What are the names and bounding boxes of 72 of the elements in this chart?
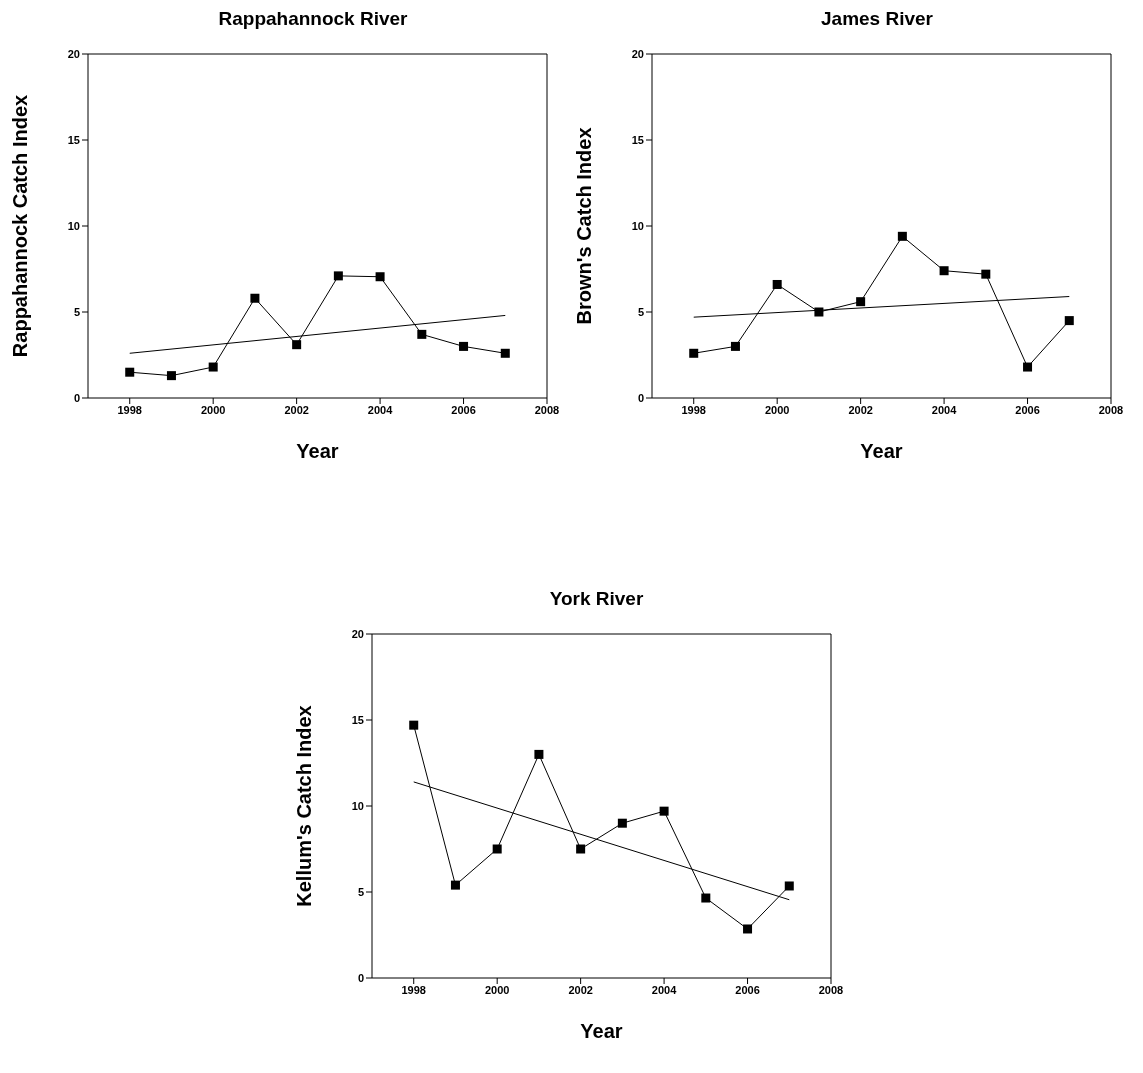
y-tick-label: 10 — [351, 799, 364, 812]
x-tick-label: 2006 — [1015, 403, 1040, 416]
x-tick-label: 2000 — [764, 403, 790, 416]
y-tick-label: 0 — [73, 391, 80, 404]
point — [981, 269, 991, 279]
point — [814, 307, 824, 317]
point — [375, 272, 385, 282]
x-tick-label: 2006 — [734, 983, 760, 996]
point — [333, 271, 343, 281]
x-tick-label: 1998 — [681, 403, 706, 416]
x-tick-label: 2008 — [534, 403, 560, 416]
point — [533, 749, 543, 759]
y-tick-label: 20 — [351, 627, 364, 640]
x-tick-label: 1998 — [400, 983, 426, 996]
x-tick-label: 2004 — [367, 403, 394, 416]
y-tick-label: 10 — [631, 219, 644, 232]
point — [459, 341, 469, 351]
y-tick-label: 5 — [357, 885, 364, 898]
y-tick-label: 15 — [631, 133, 644, 146]
x-tick-label: 2002 — [284, 403, 309, 416]
y-tick-label: 15 — [67, 133, 80, 146]
y-tick-label: 20 — [67, 47, 80, 60]
y-tick-label: 0 — [637, 391, 644, 404]
x-tick-label: 2000 — [200, 403, 226, 416]
x-tick-label: 2006 — [451, 403, 476, 416]
point — [292, 340, 302, 350]
chart-title: James River — [820, 8, 934, 31]
y-axis-title: Brown's Catch Index — [573, 127, 596, 325]
y-axis-title: Kellum's Catch Index — [292, 705, 315, 907]
point — [939, 266, 949, 276]
x-tick-label: 1998 — [117, 403, 142, 416]
point — [417, 329, 427, 339]
point — [500, 348, 510, 358]
x-axis-title: Year — [579, 1020, 623, 1042]
point — [208, 362, 218, 372]
x-tick-label: 2004 — [651, 983, 677, 996]
x-tick-label: 2002 — [848, 403, 873, 416]
point — [897, 231, 907, 241]
x-axis-title: Year — [860, 440, 903, 462]
point — [772, 279, 782, 289]
y-tick-label: 10 — [67, 219, 80, 232]
point — [784, 881, 794, 891]
x-tick-label: 2008 — [1098, 403, 1124, 416]
y-tick-label: 15 — [351, 713, 364, 726]
point — [730, 341, 740, 351]
y-axis-title: Rappahannock Catch Index — [9, 94, 32, 358]
point — [408, 720, 418, 730]
y-tick-label: 20 — [631, 47, 644, 60]
point — [1023, 362, 1033, 372]
x-tick-label: 2002 — [567, 983, 593, 996]
point — [492, 844, 502, 854]
point — [575, 844, 585, 854]
point — [856, 297, 866, 307]
chart-title: Rappahannock River — [217, 8, 409, 31]
x-axis-title: Year — [296, 440, 339, 462]
point — [450, 880, 460, 890]
point — [125, 367, 135, 377]
y-tick-label: 5 — [73, 305, 80, 318]
point — [742, 924, 752, 934]
x-tick-label: 2008 — [818, 983, 843, 996]
x-tick-label: 2004 — [931, 403, 958, 416]
chart-title: York River — [548, 588, 645, 611]
y-tick-label: 5 — [637, 305, 644, 318]
point — [166, 371, 176, 381]
point — [659, 806, 669, 816]
point — [1064, 316, 1074, 326]
point — [689, 348, 699, 358]
point — [700, 893, 710, 903]
x-tick-label: 2000 — [484, 983, 509, 996]
point — [617, 818, 627, 828]
y-tick-label: 0 — [357, 971, 364, 984]
point — [250, 293, 260, 303]
